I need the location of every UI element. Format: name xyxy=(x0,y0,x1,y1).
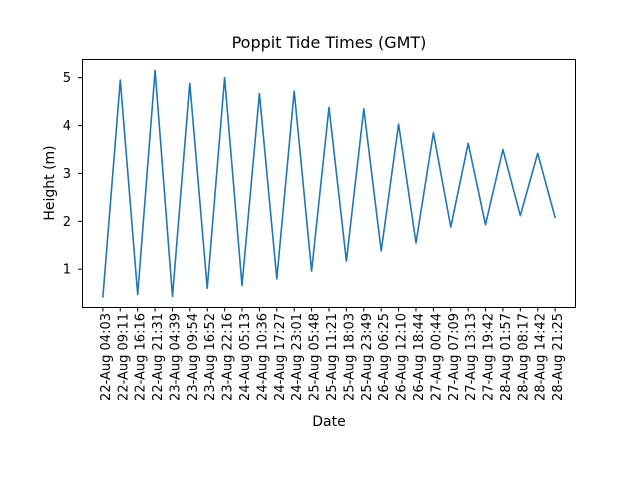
x-tick-label: 28-Aug 01:57 xyxy=(499,313,514,401)
tide-line xyxy=(102,69,556,298)
x-axis-label: Date xyxy=(312,414,346,430)
x-tick-label: 22-Aug 09:11 xyxy=(116,313,131,401)
x-tick-label: 23-Aug 16:52 xyxy=(203,313,218,401)
x-tick-label: 23-Aug 09:54 xyxy=(186,313,201,401)
x-tick-label: 25-Aug 23:49 xyxy=(360,313,375,401)
x-tick-label: 23-Aug 22:16 xyxy=(221,313,236,401)
x-tick-label: 27-Aug 00:44 xyxy=(429,313,444,401)
x-tick-label: 23-Aug 04:39 xyxy=(168,313,183,401)
x-tick-label: 22-Aug 21:31 xyxy=(151,313,166,401)
y-tick-label: 1 xyxy=(63,263,71,278)
x-tick-label: 27-Aug 19:42 xyxy=(482,313,497,401)
x-tick-label: 22-Aug 16:16 xyxy=(134,313,149,401)
x-tick-label: 25-Aug 11:21 xyxy=(325,313,340,401)
x-tick-label: 22-Aug 04:03 xyxy=(99,313,114,401)
x-tick-label: 28-Aug 14:42 xyxy=(534,313,549,401)
y-tick-label: 2 xyxy=(63,215,71,230)
y-tick-label: 5 xyxy=(63,71,71,86)
x-tick-label: 24-Aug 23:01 xyxy=(290,313,305,401)
x-tick-label: 27-Aug 13:13 xyxy=(464,313,479,401)
x-tick-label: 26-Aug 12:10 xyxy=(395,313,410,401)
y-tick-label: 3 xyxy=(63,167,71,182)
x-tick-label: 24-Aug 17:27 xyxy=(273,313,288,401)
x-tick-label: 25-Aug 18:03 xyxy=(342,313,357,401)
x-tick-label: 24-Aug 05:13 xyxy=(238,313,253,401)
x-tick-label: 24-Aug 10:36 xyxy=(255,313,270,401)
x-tick-label: 25-Aug 05:48 xyxy=(308,313,323,401)
x-tick-label: 26-Aug 06:25 xyxy=(377,313,392,401)
x-tick-label: 28-Aug 08:17 xyxy=(516,313,531,401)
y-tick-label: 4 xyxy=(63,119,71,134)
x-tick-label: 26-Aug 18:44 xyxy=(412,313,427,401)
x-tick-label: 27-Aug 07:09 xyxy=(447,313,462,401)
x-tick-label: 28-Aug 21:25 xyxy=(551,313,566,401)
chart-title: Poppit Tide Times (GMT) xyxy=(231,33,427,52)
